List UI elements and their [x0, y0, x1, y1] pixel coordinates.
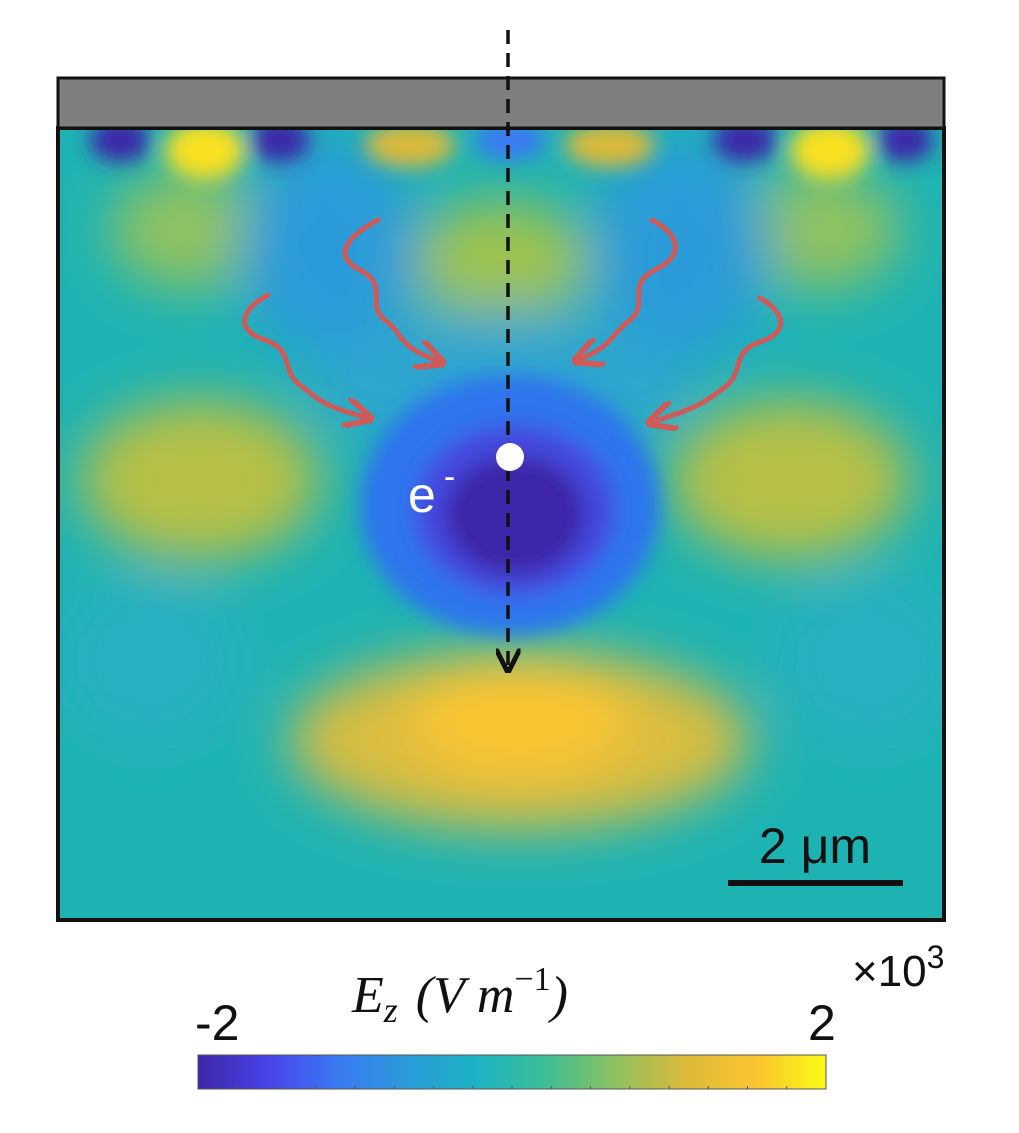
scale-bar-label: 2 μm [759, 818, 871, 874]
electron-charge: - [444, 458, 455, 496]
scale-bar: 2 μm [728, 818, 903, 886]
colorbar-max-label: 2 [808, 995, 836, 1051]
electron [496, 443, 524, 471]
colorbar-title: Ez (V m−1) [351, 961, 568, 1030]
colorbar-min-label: -2 [195, 995, 239, 1051]
wave-arrow-4 [652, 295, 784, 422]
colorbar-multiplier: ×103 [852, 939, 944, 996]
wave-arrow-1 [342, 217, 440, 362]
colorbar [197, 1054, 827, 1090]
metal-plate [56, 76, 946, 130]
field-map [58, 128, 944, 920]
wave-arrow-3 [578, 217, 678, 360]
radiation-arrows [242, 217, 784, 422]
wave-arrow-2 [242, 292, 368, 418]
colorbar-ticks [236, 1086, 788, 1089]
electron-label: e- [408, 458, 455, 523]
